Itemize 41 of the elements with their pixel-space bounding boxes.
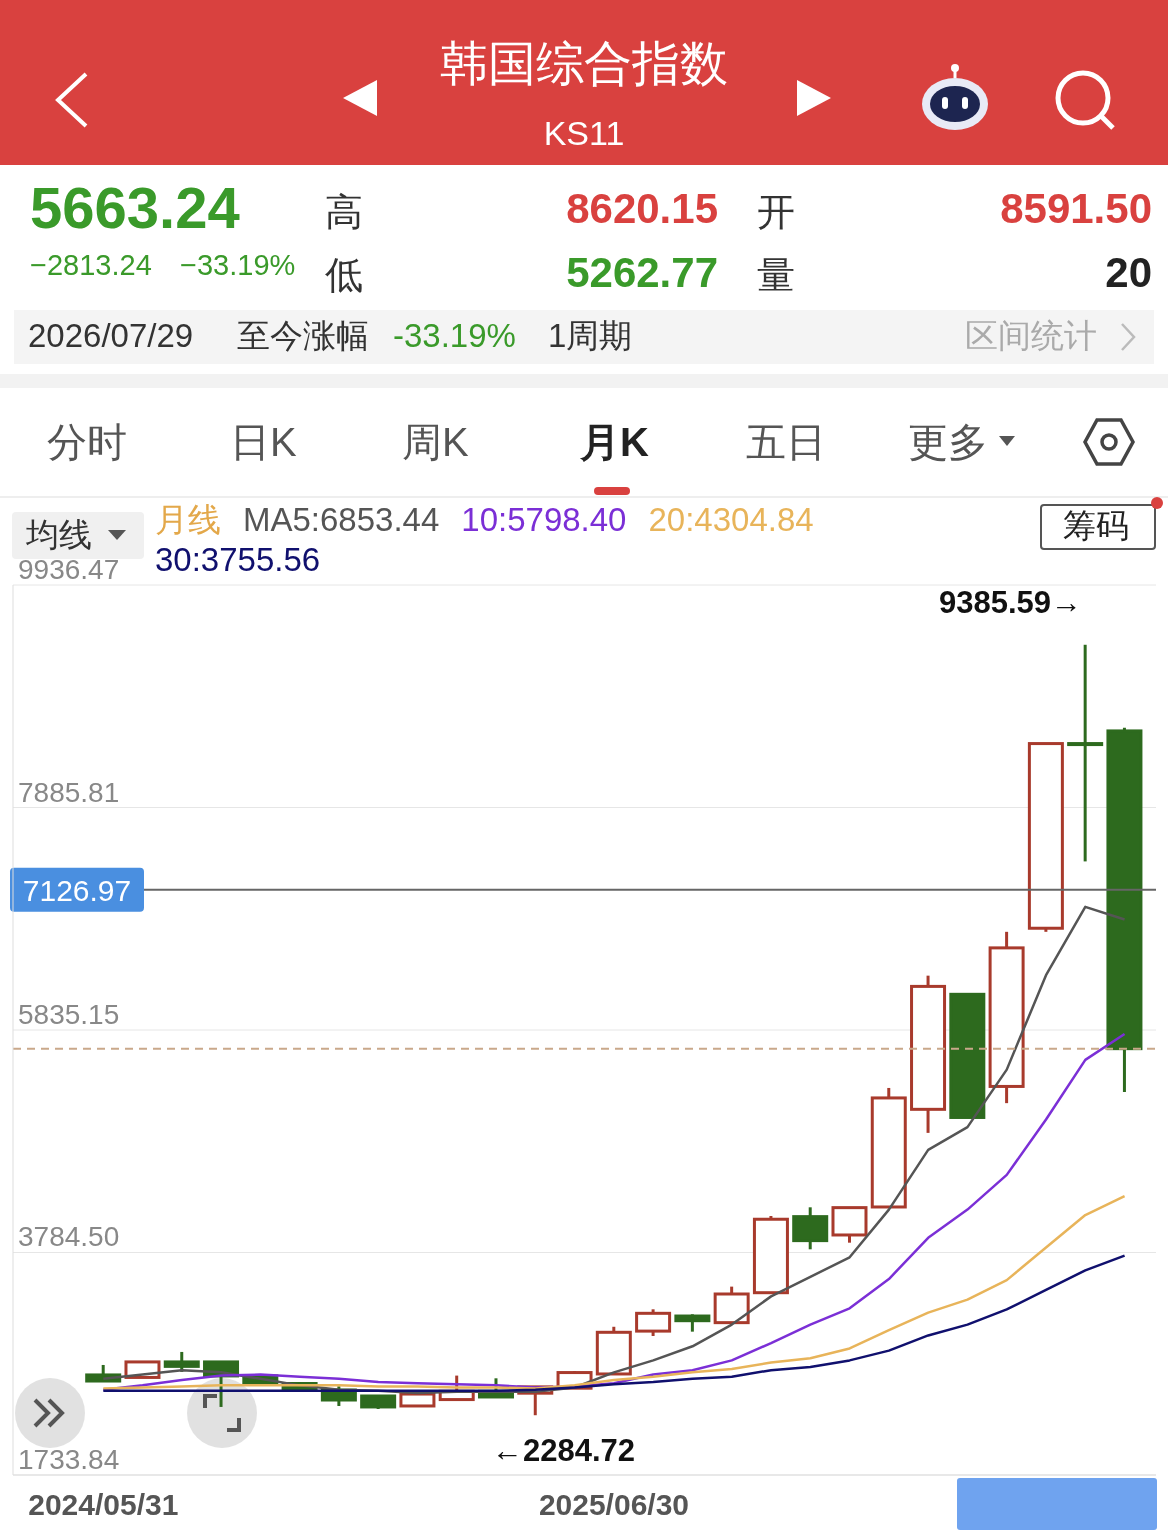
text: −33.19%: [180, 249, 296, 282]
text: −2813.24: [30, 249, 152, 282]
text: 量: [757, 254, 795, 297]
text: 日K: [230, 420, 297, 464]
text: -33.19%: [393, 317, 516, 355]
text: 1周期: [548, 317, 633, 355]
text: 月线: [155, 500, 221, 540]
annotation: 9385.59→: [938, 585, 1082, 621]
chart-subtitle: KS11: [542, 113, 626, 154]
text: 分时: [47, 420, 127, 464]
text: 2026/07/29: [28, 317, 194, 355]
text: 开: [757, 191, 795, 234]
text: 10:5798.40: [461, 500, 627, 540]
text: 周K: [402, 420, 469, 464]
y-tick-label: 3784.50: [18, 1221, 120, 1253]
x-tick-label: 2025/06/30: [538, 1488, 690, 1521]
text: 筹码: [1063, 507, 1129, 545]
text: 均线: [26, 516, 92, 553]
text: MA5:6853.44: [243, 500, 440, 540]
text: 20: [1105, 249, 1152, 297]
y-tick-label: 9936.47: [18, 554, 120, 585]
y-tick-label: 7885.81: [18, 776, 120, 808]
text: 5262.77: [566, 249, 718, 297]
text: 8591.50: [1000, 185, 1152, 233]
text: 至今涨幅: [237, 317, 369, 355]
text: 5663.24: [30, 175, 240, 240]
text: 区间统计: [965, 317, 1097, 355]
text: 8620.15: [566, 185, 718, 233]
text: 五日: [746, 420, 826, 464]
y-tick-label: 1733.84: [18, 1444, 120, 1475]
text: 高: [325, 191, 363, 234]
annotation: ←2284.72: [492, 1433, 636, 1469]
text: 20:4304.84: [648, 500, 814, 540]
text: 更多: [908, 420, 988, 464]
text: 30:3755.56: [155, 540, 321, 580]
ref-line-label: 7126.97: [22, 873, 132, 907]
text: 低: [325, 254, 363, 297]
y-tick-label: 5835.15: [18, 999, 120, 1030]
x-tick-label: 2024/05/31: [28, 1488, 179, 1521]
chart-title: 韩国综合指数: [439, 36, 729, 92]
text: 月K: [580, 420, 649, 464]
